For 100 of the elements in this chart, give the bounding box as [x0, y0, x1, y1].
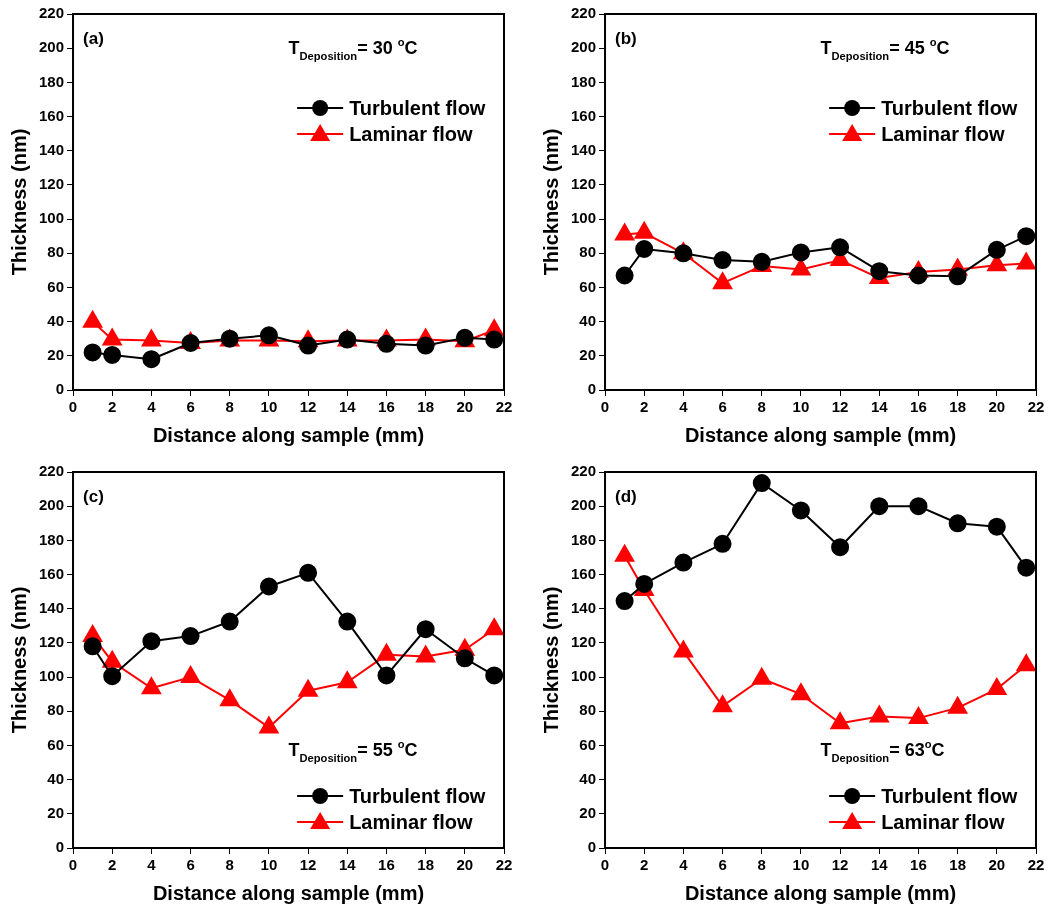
- x-axis-title: Distance along sample (mm): [152, 423, 425, 446]
- x-tick-label: 12: [299, 856, 317, 874]
- annotation: (b): [615, 29, 637, 48]
- x-tick-label: 2: [108, 856, 117, 874]
- x-tick-label: 20: [456, 398, 474, 416]
- x-tick-label: 6: [186, 398, 195, 416]
- y-tick-label: 180: [571, 530, 597, 548]
- legend-label: Laminar flow: [881, 122, 1005, 145]
- y-tick-label: 180: [39, 72, 65, 90]
- x-tick-label: 6: [186, 856, 195, 874]
- x-tick-label: 10: [260, 398, 278, 416]
- legend-label: Turbulent flow: [349, 784, 486, 807]
- y-tick-label: 100: [571, 667, 597, 685]
- y-tick-label: 200: [571, 496, 597, 514]
- y-tick-label: 140: [571, 140, 597, 158]
- x-tick-label: 22: [495, 398, 513, 416]
- x-tick-label: 20: [456, 856, 474, 874]
- y-tick-label: 40: [47, 769, 65, 787]
- y-tick-label: 20: [579, 803, 597, 821]
- y-axis-title: Thickness (nm): [539, 586, 562, 734]
- y-tick-label: 0: [55, 380, 65, 398]
- x-tick-label: 14: [338, 856, 357, 874]
- x-tick-label: 16: [378, 398, 395, 416]
- x-tick-label: 6: [718, 856, 727, 874]
- y-tick-label: 160: [571, 564, 597, 582]
- y-tick-label: 120: [571, 175, 597, 193]
- y-tick-label: 80: [579, 701, 597, 719]
- y-tick-label: 20: [579, 345, 597, 363]
- x-axis-title: Distance along sample (mm): [684, 881, 957, 904]
- y-tick-label: 20: [47, 345, 65, 363]
- x-tick-label: 2: [640, 398, 649, 416]
- annotation: (c): [83, 487, 104, 506]
- x-axis-title: Distance along sample (mm): [684, 423, 957, 446]
- x-tick-label: 0: [68, 398, 78, 416]
- y-tick-label: 140: [571, 598, 597, 616]
- x-tick-label: 20: [988, 398, 1006, 416]
- x-tick-label: 14: [870, 398, 889, 416]
- x-tick-label: 14: [870, 856, 889, 874]
- y-axis-title: Thickness (nm): [7, 586, 30, 734]
- y-tick-label: 180: [39, 530, 65, 548]
- annotation: (a): [83, 29, 104, 48]
- x-tick-label: 2: [108, 398, 117, 416]
- x-tick-label: 18: [949, 856, 966, 874]
- x-tick-label: 8: [225, 398, 234, 416]
- y-tick-label: 200: [39, 38, 65, 56]
- y-tick-label: 20: [47, 803, 65, 821]
- x-tick-label: 8: [757, 856, 766, 874]
- y-tick-label: 40: [579, 311, 597, 329]
- x-tick-label: 8: [225, 856, 234, 874]
- y-tick-label: 220: [571, 462, 597, 480]
- x-tick-label: 16: [910, 856, 927, 874]
- y-tick-label: 0: [55, 838, 65, 856]
- x-tick-label: 18: [949, 398, 966, 416]
- y-axis-title: Thickness (nm): [539, 128, 562, 276]
- x-tick-label: 18: [417, 856, 434, 874]
- y-tick-label: 120: [39, 633, 65, 651]
- x-tick-label: 14: [338, 398, 357, 416]
- x-tick-label: 4: [679, 856, 689, 874]
- x-tick-label: 6: [718, 398, 727, 416]
- legend-label: Turbulent flow: [881, 96, 1018, 119]
- x-tick-label: 22: [1027, 398, 1045, 416]
- y-tick-label: 200: [571, 38, 597, 56]
- x-tick-label: 0: [600, 398, 610, 416]
- x-tick-label: 4: [679, 398, 689, 416]
- x-tick-label: 16: [910, 398, 927, 416]
- y-tick-label: 80: [47, 701, 65, 719]
- y-tick-label: 220: [39, 462, 65, 480]
- x-tick-label: 4: [147, 856, 157, 874]
- x-tick-label: 0: [600, 856, 610, 874]
- x-tick-label: 16: [378, 856, 395, 874]
- y-tick-label: 180: [571, 72, 597, 90]
- y-tick-label: 0: [587, 838, 597, 856]
- y-tick-label: 80: [47, 243, 65, 261]
- x-tick-label: 8: [757, 398, 766, 416]
- y-tick-label: 220: [39, 4, 65, 22]
- y-tick-label: 100: [39, 667, 65, 685]
- y-tick-label: 60: [579, 277, 597, 295]
- legend-label: Turbulent flow: [349, 96, 486, 119]
- y-tick-label: 220: [571, 4, 597, 22]
- legend-label: Laminar flow: [881, 810, 1005, 833]
- x-tick-label: 12: [831, 856, 849, 874]
- y-tick-label: 160: [39, 564, 65, 582]
- y-tick-label: 160: [39, 106, 65, 124]
- y-tick-label: 120: [39, 175, 65, 193]
- legend-label: Turbulent flow: [881, 784, 1018, 807]
- x-tick-label: 18: [417, 398, 434, 416]
- y-axis-title: Thickness (nm): [7, 128, 30, 276]
- annotation: (d): [615, 487, 637, 506]
- x-tick-label: 10: [792, 398, 810, 416]
- y-tick-label: 160: [571, 106, 597, 124]
- x-tick-label: 12: [831, 398, 849, 416]
- y-tick-label: 40: [579, 769, 597, 787]
- y-tick-label: 140: [39, 598, 65, 616]
- x-tick-label: 22: [495, 856, 513, 874]
- y-tick-label: 60: [47, 277, 65, 295]
- x-tick-label: 2: [640, 856, 649, 874]
- y-tick-label: 200: [39, 496, 65, 514]
- y-tick-label: 60: [47, 735, 65, 753]
- y-tick-label: 60: [579, 735, 597, 753]
- x-tick-label: 20: [988, 856, 1006, 874]
